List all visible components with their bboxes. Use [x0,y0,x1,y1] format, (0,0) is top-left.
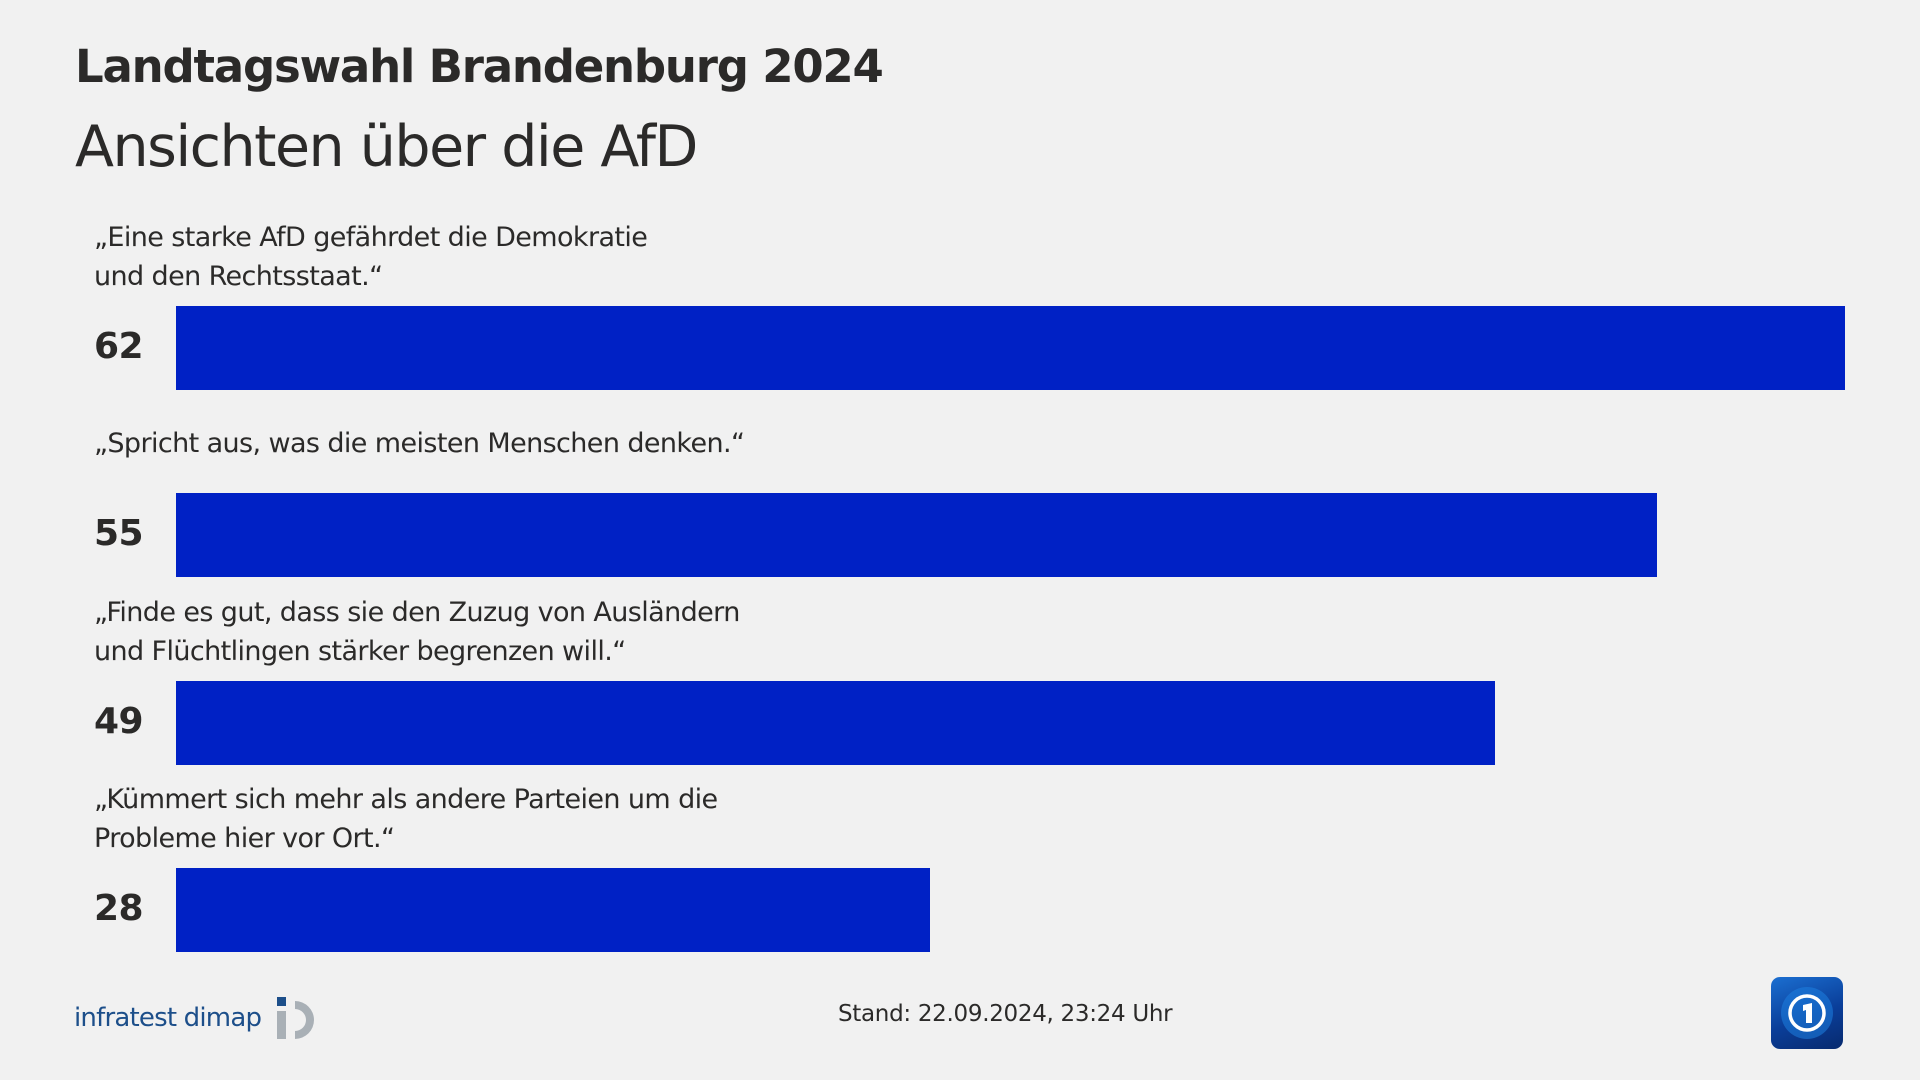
bar-value: 62 [94,326,144,367]
infratest-dimap-logo: infratest dimap [74,995,321,1041]
bar-value: 55 [94,513,144,554]
tagesschau-globe-icon [1771,977,1843,1049]
bar [176,681,1496,765]
bar [176,306,1846,390]
source-logo-text: infratest dimap [74,1003,262,1033]
bar [176,868,930,952]
timestamp: Stand: 22.09.2024, 23:24 Uhr [838,1001,1173,1027]
infratest-dimap-mark-icon [275,995,321,1041]
bar-label: „Kümmert sich mehr als andere Parteien u… [94,784,718,854]
bar-label: „Eine starke AfD gefährdet die Demokrati… [94,222,648,292]
bar [176,493,1657,577]
chart-subtitle: Ansichten über die AfD [75,114,698,180]
chart-title: Landtagswahl Brandenburg 2024 [75,40,884,93]
bar-value: 49 [94,701,144,742]
bar-label: „Finde es gut, dass sie den Zuzug von Au… [94,597,740,667]
bar-value: 28 [94,888,144,929]
bar-label: „Spricht aus, was die meisten Menschen d… [94,428,745,459]
